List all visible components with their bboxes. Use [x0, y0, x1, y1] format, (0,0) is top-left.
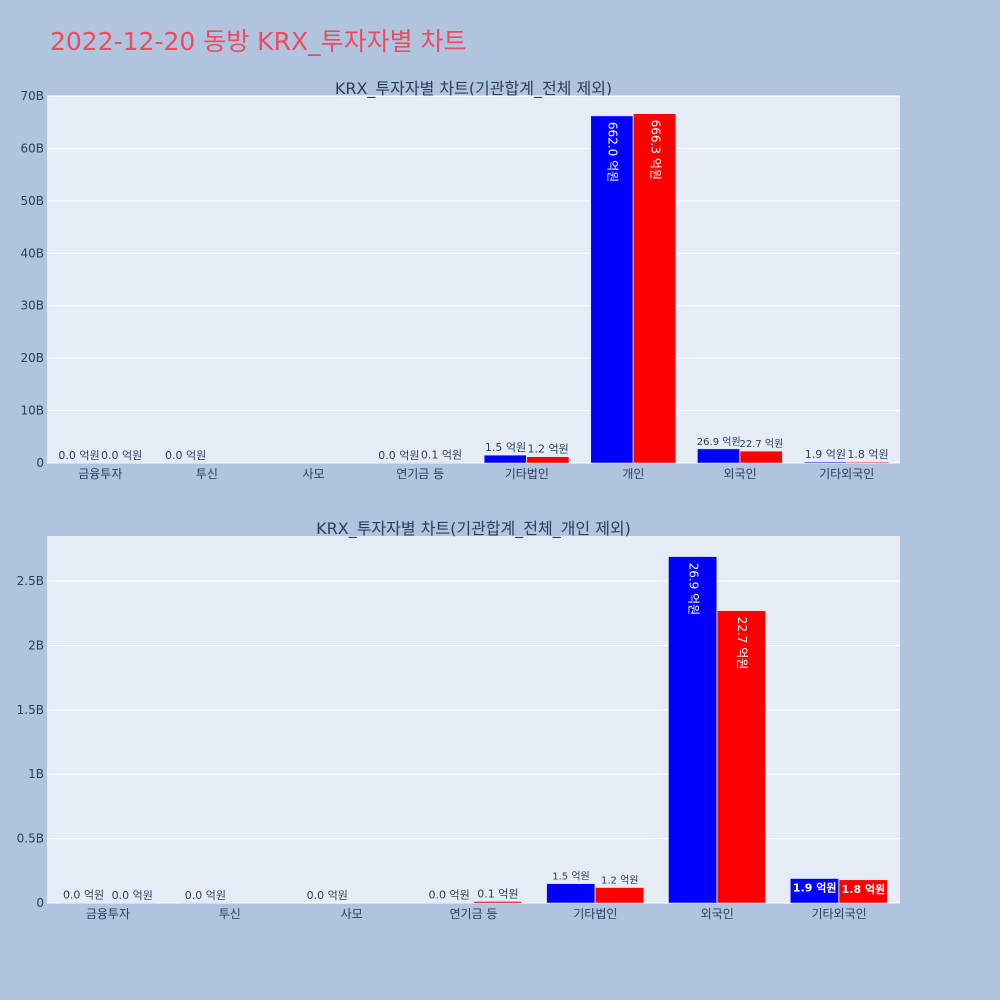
data-label: 0.1 억원: [421, 448, 462, 461]
data-label: 1.2 억원: [601, 875, 638, 887]
bar-buy: [590, 115, 634, 464]
bar-buy: [697, 448, 740, 464]
chart-top-svg: KRX_투자자별 차트(기관합계_전체 제외) 0 10B 20B 30B 40B 50B 6…: [20, 79, 900, 481]
bar-sell: [419, 462, 463, 464]
bar-sell: [473, 901, 522, 904]
data-label: 0.0 억원: [58, 449, 99, 462]
y-tick-label: 2.5B: [17, 574, 44, 588]
y-tick-label: 40B: [20, 246, 44, 260]
chart-bottom-svg: KRX_투자자별 차트(기관합계_전체_개인 제외) 0 0.5B 1B 1.5B 2B 2…: [17, 519, 900, 921]
bar-buy: [790, 878, 839, 904]
y-tick-label: 10B: [20, 404, 44, 418]
data-label: 0.0 억원: [185, 889, 226, 902]
data-label: 1.9 억원: [793, 881, 837, 895]
data-label: 26.9 억원: [697, 436, 741, 448]
data-label: 0.0 억원: [101, 449, 142, 462]
chart-title: KRX_투자자별 차트(기관합계_전체_개인 제외): [316, 519, 631, 539]
data-label: 22.7 억원: [739, 438, 783, 450]
x-tick-label: 기타법인: [573, 907, 617, 921]
bar-sell: [526, 456, 570, 464]
bar-buy: [483, 454, 527, 464]
data-label: 1.9 억원: [805, 448, 846, 461]
x-tick-label: 투신: [219, 907, 241, 921]
x-tick-label: 외국인: [724, 467, 757, 481]
y-tick-label: 2B: [28, 638, 44, 652]
x-tick-label: 사모: [303, 467, 325, 481]
data-label: 0.0 억원: [112, 889, 153, 902]
y-tick-label: 20B: [20, 351, 44, 365]
x-tick-label: 사모: [341, 907, 363, 921]
data-label: 1.2 억원: [528, 443, 569, 456]
bar-sell: [846, 461, 890, 464]
plot-area: [47, 96, 900, 463]
x-tick-label: 연기금 등: [450, 907, 498, 921]
bar-sell: [633, 113, 676, 464]
bar-sell: [716, 610, 766, 904]
data-label: 0.0 억원: [429, 889, 470, 902]
data-label: 1.8 억원: [847, 448, 888, 461]
data-label: 0.1 억원: [477, 887, 518, 900]
bar-sell: [838, 879, 888, 904]
chart-title: KRX_투자자별 차트(기관합계_전체 제외): [335, 79, 612, 99]
x-tick-label: 기타외국인: [819, 467, 874, 481]
bar-buy: [803, 461, 847, 464]
y-tick-label: 0.5B: [17, 832, 44, 846]
x-tick-label: 투신: [196, 467, 218, 481]
y-tick-label: 1B: [28, 767, 44, 781]
x-tick-label: 기타외국인: [811, 907, 866, 921]
bar-sell: [739, 450, 783, 464]
y-tick-label: 1.5B: [17, 703, 44, 717]
x-tick-label: 개인: [622, 467, 644, 481]
y-tick-label: 60B: [20, 141, 44, 155]
x-tick-label: 금융투자: [78, 467, 122, 481]
x-tick-label: 외국인: [701, 907, 734, 921]
data-label: 26.9 억원: [686, 563, 700, 616]
data-label: 1.5 억원: [552, 871, 589, 883]
data-label: 0.0 억원: [307, 889, 348, 902]
data-label: 0.0 억원: [378, 449, 419, 462]
data-label: 1.5 억원: [485, 441, 526, 454]
y-tick-label: 0: [36, 456, 44, 470]
bar-buy: [668, 556, 717, 904]
chart-bottom: KRX_투자자별 차트(기관합계_전체_개인 제외) 0 0.5B 1B 1.5B 2B 2…: [0, 510, 1000, 934]
x-tick-label: 금융투자: [86, 907, 130, 921]
bar-sell: [595, 887, 644, 904]
y-tick-label: 0: [36, 896, 44, 910]
x-tick-label: 기타법인: [505, 467, 549, 481]
y-tick-label: 70B: [20, 89, 44, 103]
page-title: 2022-12-20 동방 KRX_투자자별 차트: [50, 27, 467, 56]
y-tick-label: 30B: [20, 299, 44, 313]
data-label: 22.7 억원: [735, 617, 749, 670]
data-label: 1.8 억원: [842, 882, 886, 896]
bar-buy: [546, 883, 596, 904]
y-tick-label: 50B: [20, 194, 44, 208]
chart-top: KRX_투자자별 차트(기관합계_전체 제외) 0 10B 20B 30B 40B 50B 6…: [0, 70, 1000, 494]
x-tick-label: 연기금 등: [396, 467, 444, 481]
data-label: 666.3 억원: [648, 120, 662, 180]
plot-area: [47, 536, 900, 903]
data-label: 0.0 억원: [165, 449, 206, 462]
data-label: 0.0 억원: [63, 889, 104, 902]
data-label: 662.0 억원: [606, 122, 620, 182]
